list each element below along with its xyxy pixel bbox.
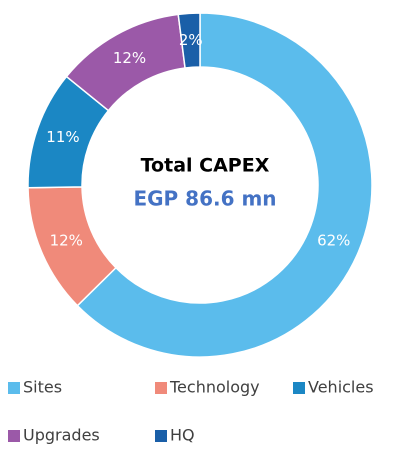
data-label: 11% [46,128,79,146]
legend-swatch [8,430,20,442]
center-value: EGP 86.6 mn [133,187,276,211]
legend-swatch [155,382,167,394]
legend-label: Vehicles [308,378,374,397]
legend-label: Upgrades [23,426,100,445]
legend-label: Sites [23,378,62,397]
donut-segment [177,12,201,69]
legend-swatch [155,430,167,442]
legend-label: Technology [169,378,260,397]
legend-swatch [293,382,305,394]
data-label: 12% [50,232,83,250]
data-label: 12% [113,49,146,67]
legend-swatch [8,382,20,394]
donut-segment [76,12,373,358]
data-label: 2% [179,31,203,49]
data-label: 62% [317,232,350,250]
legend-label: HQ [170,426,195,445]
center-title: Total CAPEX [141,155,270,177]
